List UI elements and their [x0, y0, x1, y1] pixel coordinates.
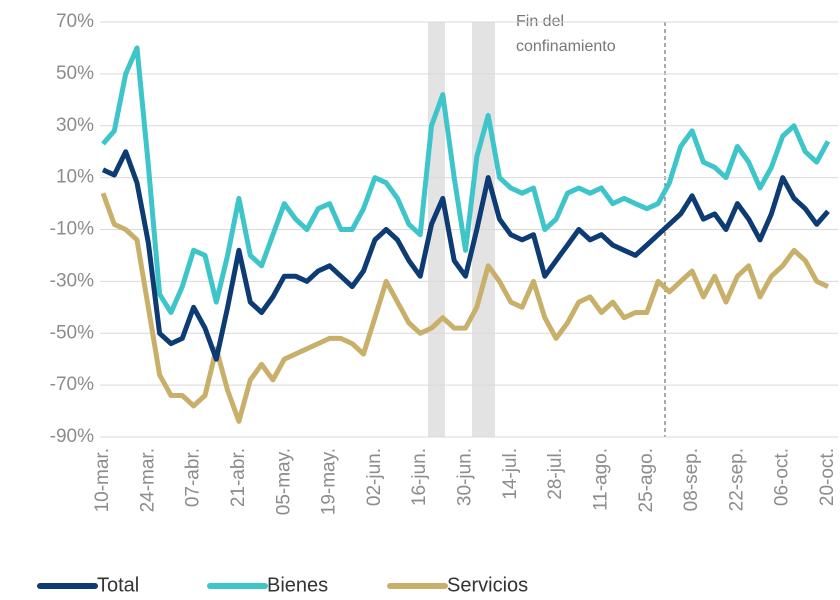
x-tick-label: 06-oct.: [772, 448, 793, 506]
x-tick-label: 11-ago.: [590, 448, 611, 511]
legend-label: Total: [97, 574, 139, 596]
x-tick-label: 02-jun.: [364, 448, 385, 506]
x-tick-label: 19-may.: [319, 448, 340, 515]
series-line: [101, 45, 831, 315]
x-tick-label: 25-ago.: [636, 448, 657, 512]
plot: [100, 45, 831, 424]
series-line: [100, 192, 830, 424]
y-tick-label: -50%: [50, 322, 94, 343]
x-tick-label: 22-sep.: [726, 448, 747, 511]
annotation: confinamiento: [516, 38, 616, 55]
y-tick-label: -90%: [50, 426, 94, 447]
x-tick-label: 16-jun.: [409, 448, 430, 506]
x-tick-label: 28-jul.: [545, 448, 566, 500]
y-tick-label: -70%: [50, 374, 94, 395]
x-tick-label: 10-mar.: [92, 448, 113, 512]
x-tick-label: 07-abr.: [183, 448, 204, 507]
y-tick-label: -30%: [50, 270, 94, 291]
x-tick-label: 08-sep.: [681, 448, 702, 511]
y-tick-label: 30%: [56, 115, 94, 136]
legend-label: Bienes: [267, 574, 328, 596]
legend-label: Servicios: [447, 574, 528, 596]
x-tick-label: 20-oct.: [817, 448, 838, 506]
x-tick-label: 24-mar.: [137, 448, 158, 512]
y-tick-label: 70%: [56, 11, 94, 32]
y-tick-label: 10%: [56, 167, 94, 188]
y-tick-label: -10%: [50, 219, 94, 240]
series-line: [101, 149, 830, 362]
y-tick-label: 50%: [56, 63, 94, 84]
x-tick-label: 30-jun.: [455, 448, 476, 506]
x-tick-label: 14-jul.: [500, 448, 521, 500]
x-tick-label: 21-abr.: [228, 448, 249, 507]
x-tick-label: 05-may.: [273, 448, 294, 515]
